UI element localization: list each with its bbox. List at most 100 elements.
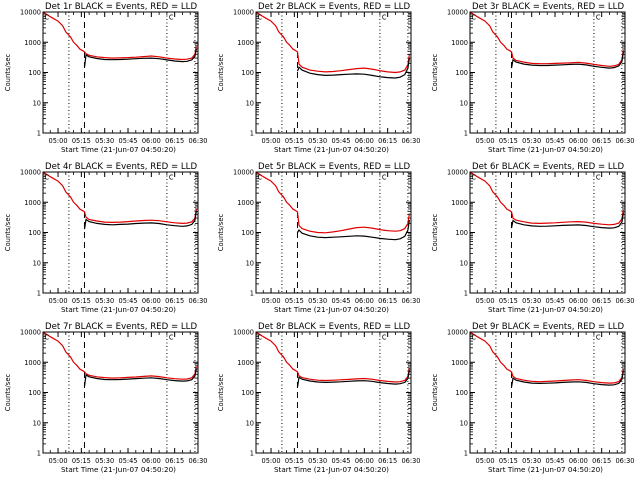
panel-title: Det 8r BLACK = Events, RED = LLD <box>258 322 410 332</box>
y-tick-label: 1000 <box>237 39 254 47</box>
panel-title: Det 6r BLACK = Events, RED = LLD <box>472 162 624 172</box>
x-tick-label: 05:15 <box>499 297 518 305</box>
lld-series-line <box>470 12 624 67</box>
x-tick-label: 05:45 <box>332 297 351 305</box>
corner-mark-right: C <box>382 334 387 342</box>
y-tick-label: 10 <box>246 259 254 267</box>
x-tick-label: 05:45 <box>119 137 138 145</box>
y-tick-label: 1000 <box>237 199 254 207</box>
panel-7: Det 7r BLACK = Events, RED = LLD Counts/s… <box>4 322 208 474</box>
plot-frame <box>42 11 199 134</box>
x-tick-label: 06:00 <box>355 457 374 465</box>
x-tick-label: 05:30 <box>522 137 541 145</box>
y-tick-label: 1 <box>37 290 41 298</box>
corner-mark-left: C <box>45 14 50 22</box>
y-tick-label: 10000 <box>233 169 254 177</box>
y-tick-label: 1 <box>250 290 254 298</box>
plot-frame <box>469 11 626 134</box>
x-tick-label: 06:15 <box>378 457 397 465</box>
series-group <box>43 332 197 387</box>
x-tick-label: 05:15 <box>285 137 304 145</box>
events-series-line <box>83 210 197 230</box>
y-tick-label: 100 <box>28 229 41 237</box>
y-axis-label: Counts/sec <box>431 214 439 252</box>
series-group <box>470 12 624 69</box>
y-tick-label: 10000 <box>20 329 41 337</box>
y-tick-label: 1 <box>250 130 254 138</box>
events-series-line <box>510 370 624 388</box>
panel-title: Det 3r BLACK = Events, RED = LLD <box>472 2 624 12</box>
x-tick-label: 05:30 <box>308 457 327 465</box>
y-tick-label: 10000 <box>233 9 254 17</box>
x-tick-label: 06:30 <box>401 297 420 305</box>
lld-series-line <box>43 332 197 380</box>
y-axis-label: Counts/sec <box>4 374 12 412</box>
corner-mark-left: C <box>472 334 477 342</box>
x-axis-label: Start Time (21-Jun-07 04:50:20) <box>488 305 603 314</box>
corner-mark-left: C <box>472 14 477 22</box>
x-tick-label: 06:15 <box>378 297 397 305</box>
y-tick-label: 10 <box>33 99 41 107</box>
x-tick-label: 06:00 <box>142 137 161 145</box>
x-axis-label: Start Time (21-Jun-07 04:50:20) <box>274 465 389 474</box>
x-tick-label: 06:15 <box>165 297 184 305</box>
x-tick-label: 06:00 <box>355 137 374 145</box>
plot-frame <box>42 331 199 454</box>
x-tick-label: 05:15 <box>285 297 304 305</box>
y-tick-label: 10 <box>33 419 41 427</box>
y-tick-label: 10 <box>246 99 254 107</box>
y-tick-label: 1 <box>37 130 41 138</box>
x-tick-label: 05:45 <box>119 457 138 465</box>
x-tick-label: 05:15 <box>72 457 91 465</box>
y-tick-label: 1000 <box>451 199 468 207</box>
events-series-line <box>510 51 624 69</box>
panel-6: Det 6r BLACK = Events, RED = LLD Counts/s… <box>431 162 635 314</box>
x-tick-label: 06:30 <box>188 297 207 305</box>
x-tick-label: 06:15 <box>378 137 397 145</box>
y-tick-label: 100 <box>455 389 468 397</box>
series-group <box>43 12 197 68</box>
y-tick-label: 10 <box>33 259 41 267</box>
lld-series-line <box>43 12 197 61</box>
y-tick-label: 1 <box>37 450 41 458</box>
x-axis-label: Start Time (21-Jun-07 04:50:20) <box>274 145 389 154</box>
y-tick-label: 10000 <box>447 169 468 177</box>
x-tick-label: 05:00 <box>49 137 68 145</box>
plot-frame <box>469 171 626 294</box>
x-tick-label: 05:30 <box>522 457 541 465</box>
x-axis-label: Start Time (21-Jun-07 04:50:20) <box>274 305 389 314</box>
x-tick-label: 06:30 <box>401 457 420 465</box>
corner-mark-right: C <box>382 174 387 182</box>
x-tick-label: 05:15 <box>499 457 518 465</box>
x-axis-label: Start Time (21-Jun-07 04:50:20) <box>61 465 176 474</box>
events-series-line <box>296 369 410 388</box>
y-tick-label: 1 <box>464 450 468 458</box>
y-tick-label: 1000 <box>24 199 41 207</box>
x-tick-label: 05:30 <box>95 137 114 145</box>
y-tick-label: 10000 <box>20 169 41 177</box>
x-axis-label: Start Time (21-Jun-07 04:50:20) <box>488 465 603 474</box>
events-series-line <box>83 48 197 68</box>
corner-mark-right: C <box>169 14 174 22</box>
corner-mark-left: C <box>258 14 263 22</box>
y-tick-label: 1000 <box>451 39 468 47</box>
x-tick-label: 06:15 <box>592 297 611 305</box>
x-tick-label: 05:00 <box>262 297 281 305</box>
y-axis-label: Counts/sec <box>217 54 225 92</box>
events-series-line <box>83 368 197 387</box>
panel-3: Det 3r BLACK = Events, RED = LLD Counts/s… <box>431 2 635 154</box>
x-tick-label: 06:00 <box>355 297 374 305</box>
x-tick-label: 06:30 <box>615 457 634 465</box>
panel-8: Det 8r BLACK = Events, RED = LLD Counts/s… <box>217 322 421 474</box>
x-axis-label: Start Time (21-Jun-07 04:50:20) <box>61 305 176 314</box>
x-tick-label: 06:00 <box>569 457 588 465</box>
y-tick-label: 10000 <box>447 329 468 337</box>
x-tick-label: 05:30 <box>95 457 114 465</box>
corner-mark-right: C <box>596 334 601 342</box>
x-tick-label: 05:15 <box>72 137 91 145</box>
x-tick-label: 06:30 <box>615 137 634 145</box>
y-tick-label: 10 <box>460 419 468 427</box>
y-tick-label: 10000 <box>447 9 468 17</box>
y-axis-label: Counts/sec <box>431 374 439 412</box>
events-series-line <box>296 58 410 79</box>
